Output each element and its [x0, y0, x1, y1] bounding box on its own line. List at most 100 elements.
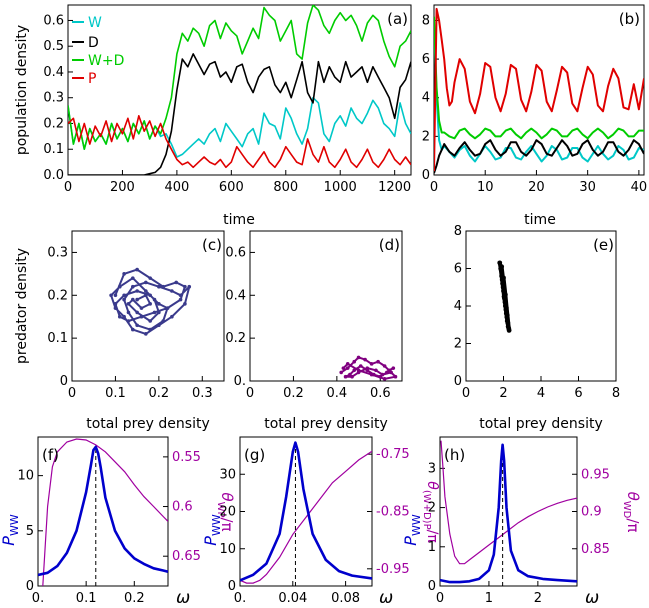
scatter-point	[358, 364, 363, 368]
ytick-label: 0.0	[43, 168, 64, 183]
panel-c-frame	[71, 230, 225, 382]
panel-c-series	[109, 267, 192, 336]
scatter-point	[352, 359, 357, 364]
ytick-label: 10	[219, 542, 236, 557]
xtick-label: 6	[574, 386, 582, 401]
panel-h-y2label: θWD/π	[621, 492, 642, 533]
ytick-label: 0.1	[43, 142, 64, 157]
panel-d-series	[339, 355, 398, 381]
scatter-point	[500, 284, 506, 290]
ytick-label: 2	[454, 337, 462, 352]
xtick-label: 800	[273, 180, 298, 195]
ytick-label: 0.6	[225, 245, 246, 260]
panel-a-ticks: 0 200 400 600 800 1000 1200 0.0 0.1 0.2 0.3 0.4 0.5 0…	[43, 13, 411, 195]
ytick-label: 0	[60, 374, 68, 389]
panel-g-y2label-main: θ	[424, 481, 440, 490]
panel-a-frame	[67, 4, 412, 176]
panel-d-label: (d)	[379, 236, 400, 254]
scatter-point	[161, 319, 165, 323]
panel-f-ylabel-sub: WW	[8, 514, 21, 536]
legend-label-w: W	[88, 15, 102, 31]
xtick-label: 0	[430, 180, 438, 195]
ytick-label: 0	[454, 374, 462, 389]
ytick-label: 6	[454, 262, 462, 277]
scatter-point	[144, 280, 148, 285]
scatter-point	[382, 377, 387, 381]
panel-a: 0 200 400 600 800 1000 1200 0.0 0.1 0.2 0.3 0.4 0.5 0…	[14, 4, 412, 228]
scatter-point	[350, 374, 354, 379]
xtick-label: 400	[164, 180, 189, 195]
scatter-point	[122, 314, 126, 319]
panel-h-series	[440, 440, 577, 586]
scatter-point	[131, 297, 135, 302]
xtick-label: 0.4	[327, 386, 348, 401]
xtick-label: 40	[631, 180, 648, 195]
scatter-point	[187, 284, 192, 289]
xtick-label: 8	[612, 386, 620, 401]
scatter-point	[152, 297, 157, 302]
panel-h-ylabel: PWW	[401, 514, 423, 546]
scatter-point	[157, 284, 161, 289]
scatter-point	[391, 366, 396, 370]
series-line-d	[434, 139, 644, 174]
ytick-label: 0.5	[43, 39, 64, 54]
panel-h-y2label-sub: WD	[621, 501, 632, 519]
power-spectrum-line	[440, 443, 577, 584]
panel-e-label: (e)	[593, 236, 614, 254]
scatter-point	[144, 289, 148, 293]
panel-g-series	[240, 441, 372, 586]
y2tick-label: -0.95	[376, 562, 410, 577]
y2tick-label: 0.6	[172, 500, 193, 515]
panel-a-label: (a)	[387, 10, 408, 28]
panel-f-y2label-tail: /π	[218, 518, 236, 532]
scatter-point	[131, 327, 135, 332]
panel-h-label: (h)	[444, 446, 465, 464]
ytick-label: 3	[428, 461, 436, 476]
scatter-point	[148, 293, 152, 298]
scatter-point	[113, 293, 118, 298]
ytick-label: 4	[454, 299, 462, 314]
scatter-point	[505, 320, 511, 326]
y2tick-label: 0.85	[581, 542, 610, 557]
ytick-label: 0.1	[47, 331, 68, 346]
scatter-point	[109, 293, 113, 298]
panel-h-y2label-tail: /π	[624, 518, 642, 532]
scatter-point	[157, 302, 161, 306]
ytick-label: 8	[454, 224, 462, 239]
panel-b-frame	[433, 4, 645, 176]
scatter-point	[122, 272, 126, 276]
scatter-point	[380, 372, 385, 377]
scatter-point	[501, 275, 506, 281]
scatter-point	[345, 362, 350, 366]
xtick-label: 0.	[234, 591, 246, 606]
series-line-d	[68, 53, 411, 175]
scatter-point	[126, 310, 131, 315]
scatter-point	[165, 306, 170, 310]
series-line-p	[68, 115, 411, 169]
scatter-point	[131, 284, 135, 289]
panel-b-ticks: 0 10 20 30 40 0 2 4 6 8	[422, 13, 647, 195]
xtick-label: 0.3	[192, 386, 213, 401]
ytick-label: 0.4	[225, 288, 246, 303]
scatter-point	[369, 362, 374, 366]
xtick-label: 1000	[324, 180, 357, 195]
scatter-point	[363, 357, 367, 362]
power-spectrum-line	[240, 441, 372, 582]
panel-b-label: (b)	[619, 10, 640, 28]
panel-b-xlabel: time	[524, 212, 556, 228]
panel-g-label: (g)	[244, 446, 265, 464]
ytick-label: 20	[219, 505, 236, 520]
xtick-label: 0	[462, 386, 470, 401]
panel-c-label: (c)	[202, 236, 222, 254]
panel-g-ylabel-main: P	[201, 536, 220, 546]
scatter-point	[131, 276, 135, 280]
xtick-label: 0	[436, 591, 444, 606]
series-line-wd	[434, 16, 644, 140]
ytick-label: 0	[422, 168, 430, 183]
phase-line	[440, 440, 577, 565]
series-line-p	[434, 7, 644, 172]
phase-line	[240, 450, 372, 584]
panel-f-series	[38, 438, 168, 586]
legend-label-wd: W+D	[88, 53, 124, 69]
series-line-wd	[68, 5, 411, 150]
